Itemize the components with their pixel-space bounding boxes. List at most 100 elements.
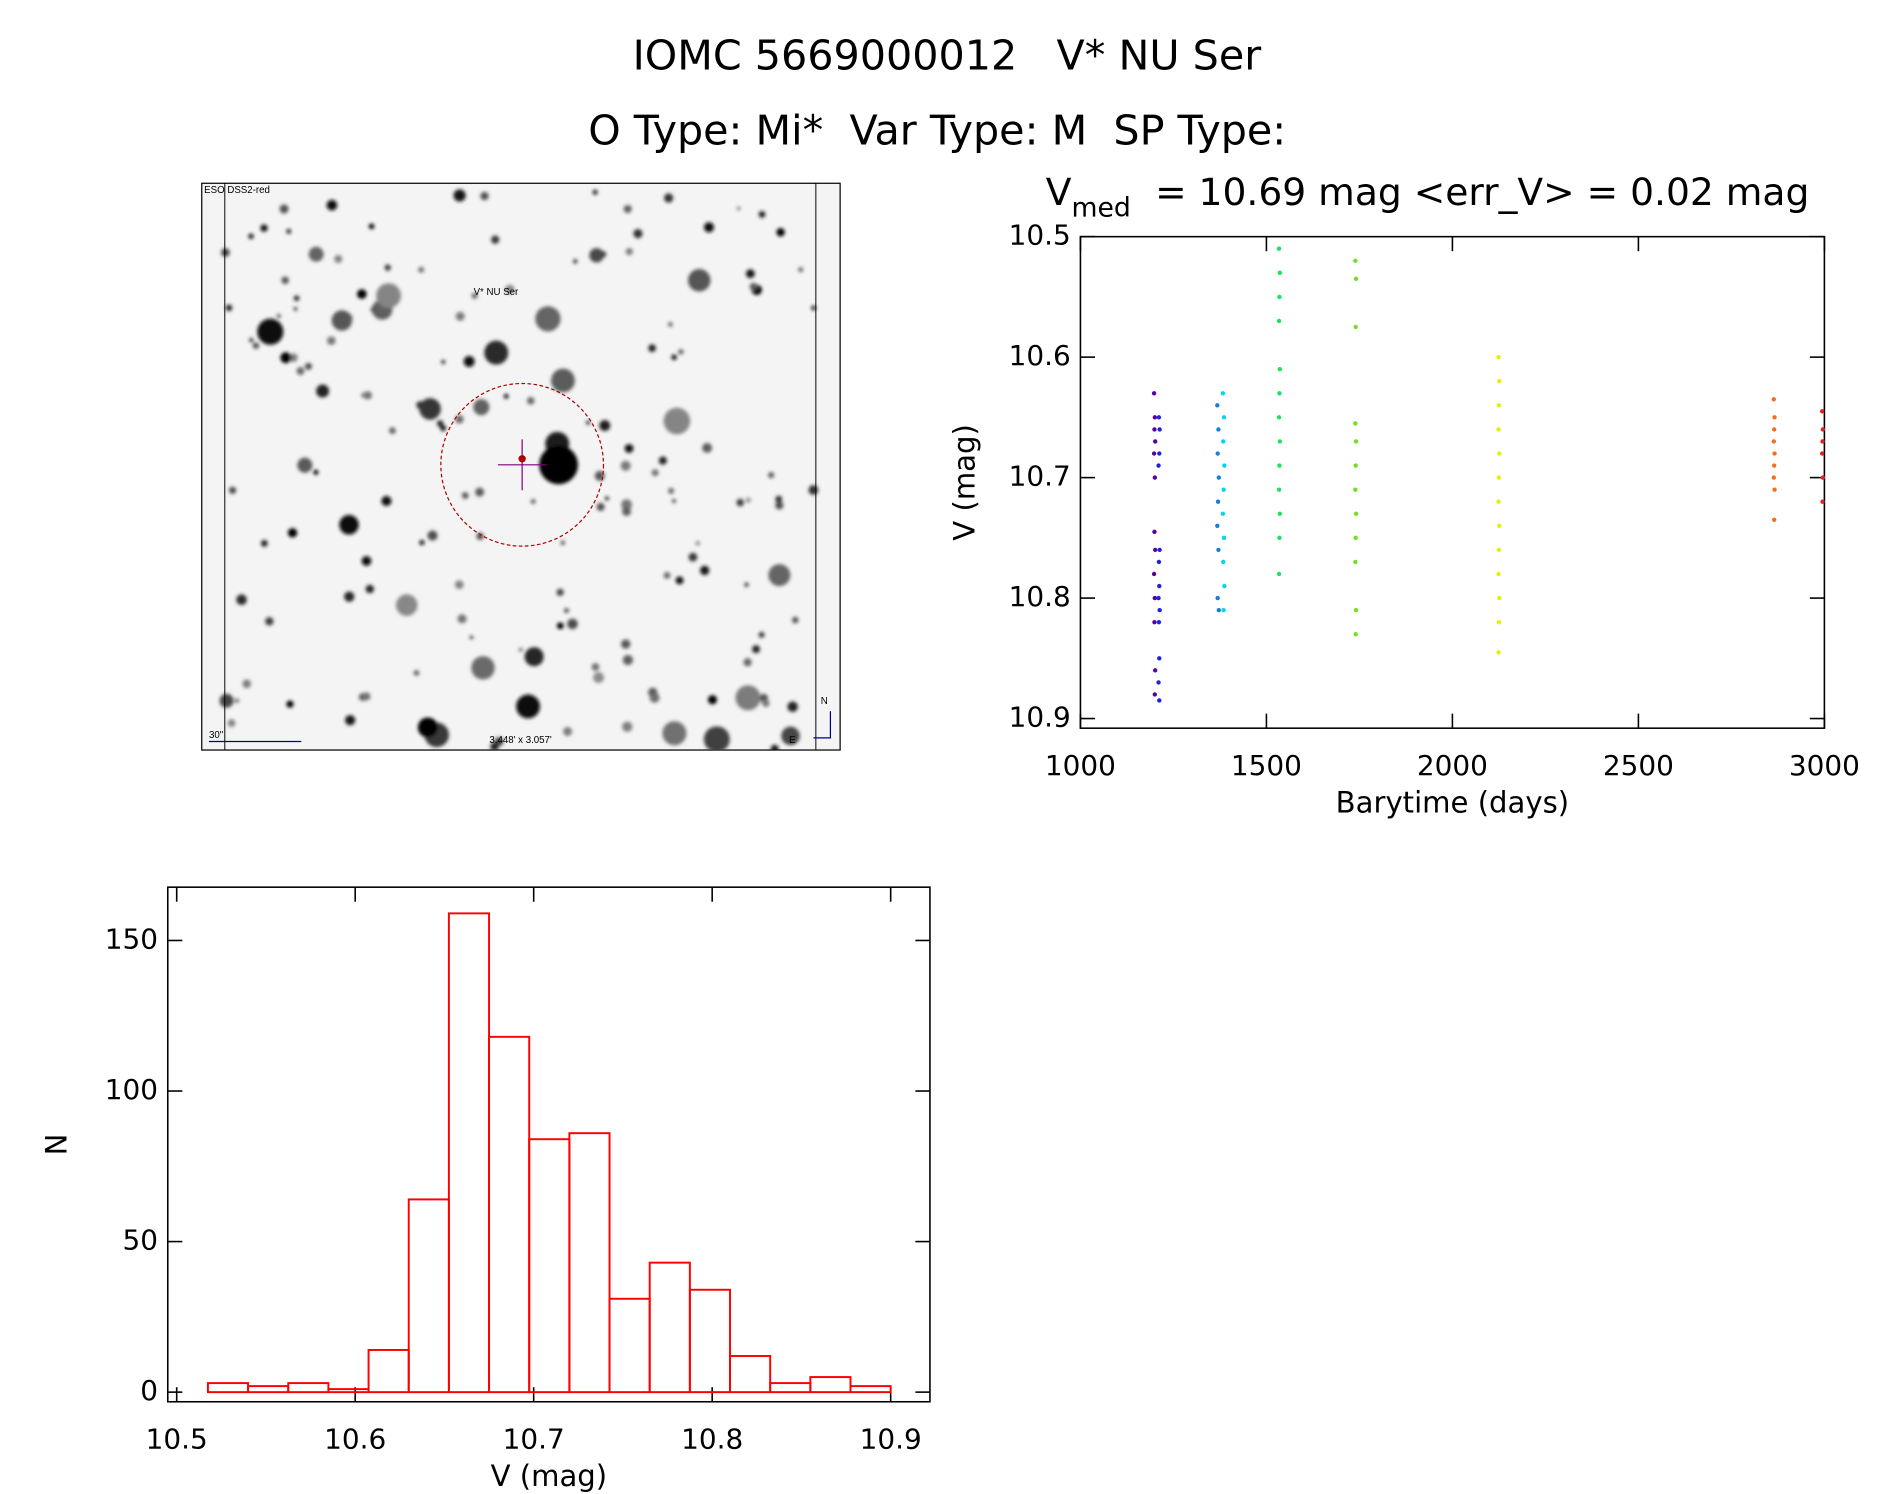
star xyxy=(296,367,305,375)
star xyxy=(265,617,274,626)
data-point xyxy=(1157,427,1162,432)
data-point xyxy=(1820,439,1825,444)
y-tick-label: 150 xyxy=(105,922,158,955)
star xyxy=(798,266,804,273)
star xyxy=(260,224,268,232)
data-point xyxy=(1771,427,1777,432)
star xyxy=(476,532,484,540)
star xyxy=(454,580,464,589)
star xyxy=(516,694,540,719)
star xyxy=(560,540,565,545)
star xyxy=(505,284,515,294)
data-point xyxy=(1156,680,1161,685)
data-point xyxy=(1772,415,1777,420)
data-point xyxy=(1497,451,1502,456)
y-tick-label: 10.9 xyxy=(1009,701,1071,734)
star xyxy=(518,647,524,652)
fov-label: 3.448' x 3.057' xyxy=(489,735,552,746)
star xyxy=(567,618,578,630)
data-point xyxy=(1771,439,1776,444)
data-point xyxy=(1496,571,1501,577)
star xyxy=(395,594,418,616)
star xyxy=(491,235,500,244)
star xyxy=(663,571,671,579)
star xyxy=(758,631,765,638)
histogram-bar xyxy=(849,1385,892,1394)
star xyxy=(248,233,254,239)
data-point xyxy=(1353,511,1359,516)
data-point xyxy=(1276,246,1282,251)
star xyxy=(687,269,711,292)
data-point xyxy=(1215,451,1220,456)
histogram-bar xyxy=(247,1385,290,1394)
data-point xyxy=(1771,475,1776,480)
data-point xyxy=(1220,391,1226,396)
data-point xyxy=(1820,475,1826,480)
star xyxy=(453,189,466,202)
data-point xyxy=(1277,463,1282,468)
star xyxy=(289,353,298,362)
star xyxy=(368,223,375,230)
star xyxy=(219,693,234,708)
plot-frame xyxy=(166,886,931,1403)
x-tick-label: 10.7 xyxy=(503,1423,565,1456)
star xyxy=(316,384,330,398)
data-point xyxy=(1276,571,1282,577)
star xyxy=(526,397,535,405)
data-point xyxy=(1215,499,1221,504)
star xyxy=(695,541,700,546)
star xyxy=(287,528,298,538)
star xyxy=(419,539,425,546)
star xyxy=(457,614,467,624)
star xyxy=(622,721,633,732)
north-label: N xyxy=(821,696,828,707)
histogram-bar xyxy=(206,1382,250,1394)
data-point xyxy=(1771,463,1777,468)
data-point xyxy=(1277,270,1282,275)
star xyxy=(707,695,718,705)
data-point xyxy=(1496,650,1501,655)
star xyxy=(365,584,375,594)
star xyxy=(596,502,605,511)
title-part: V xyxy=(1046,170,1072,214)
data-point xyxy=(1151,571,1157,577)
star xyxy=(625,247,633,256)
star xyxy=(419,398,441,420)
star xyxy=(622,507,631,516)
star xyxy=(589,248,604,263)
star xyxy=(768,564,791,587)
star xyxy=(440,425,447,432)
y-tick-label: 10.7 xyxy=(1009,460,1071,493)
x-axis-label: V (mag) xyxy=(491,1459,608,1493)
data-point xyxy=(1277,439,1282,444)
star xyxy=(604,496,610,501)
data-point xyxy=(1157,451,1162,456)
star xyxy=(563,726,573,736)
star xyxy=(471,292,478,299)
histogram-bar xyxy=(287,1382,330,1394)
y-axis-label: N xyxy=(40,1134,74,1156)
data-point xyxy=(1353,607,1359,613)
data-point xyxy=(1277,535,1282,541)
data-point xyxy=(1156,463,1161,468)
data-point xyxy=(1156,559,1162,565)
star xyxy=(327,336,336,345)
star xyxy=(484,340,509,365)
data-point xyxy=(1157,547,1162,553)
star xyxy=(494,737,504,746)
star xyxy=(592,189,598,195)
data-point xyxy=(1153,547,1158,553)
star xyxy=(535,306,561,332)
data-point xyxy=(1819,451,1825,456)
histogram-bar xyxy=(688,1288,731,1394)
data-point xyxy=(1153,668,1158,673)
data-point xyxy=(1216,475,1221,480)
star xyxy=(761,699,770,707)
data-point xyxy=(1353,258,1358,263)
data-point xyxy=(1276,487,1282,492)
star xyxy=(242,679,252,689)
star xyxy=(221,248,230,257)
star xyxy=(648,344,656,352)
histogram-bar xyxy=(488,1035,531,1394)
star xyxy=(469,635,474,640)
